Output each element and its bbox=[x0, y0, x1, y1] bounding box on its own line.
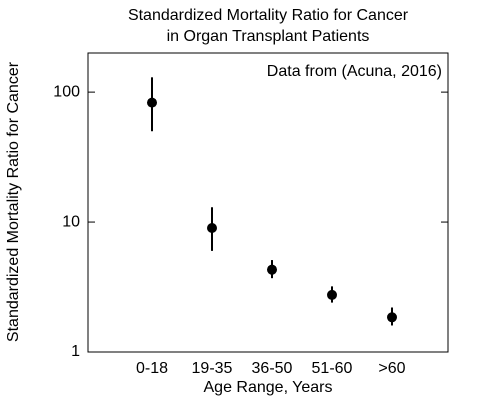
x-tick-label: 51-60 bbox=[312, 360, 353, 377]
chart-title: Standardized Mortality Ratio for Cancer bbox=[128, 7, 409, 24]
y-tick-label: 10 bbox=[62, 213, 80, 230]
data-point bbox=[387, 312, 397, 323]
x-axis-label: Age Range, Years bbox=[204, 379, 333, 396]
data-point bbox=[207, 223, 217, 234]
x-tick-label: >60 bbox=[378, 360, 405, 377]
y-axis-label: Standardized Mortality Ratio for Cancer bbox=[5, 61, 22, 342]
y-tick-label: 1 bbox=[71, 343, 80, 360]
data-point bbox=[327, 289, 337, 300]
chart-title: in Organ Transplant Patients bbox=[167, 28, 370, 45]
data-point bbox=[267, 264, 277, 275]
x-tick-label: 0-18 bbox=[136, 360, 168, 377]
x-tick-label: 19-35 bbox=[192, 360, 233, 377]
data-point bbox=[147, 97, 157, 108]
y-tick-label: 100 bbox=[53, 83, 80, 100]
plot-frame bbox=[87, 52, 449, 353]
x-tick-label: 36-50 bbox=[252, 360, 293, 377]
annotation: Data from (Acuna, 2016) bbox=[267, 63, 442, 80]
